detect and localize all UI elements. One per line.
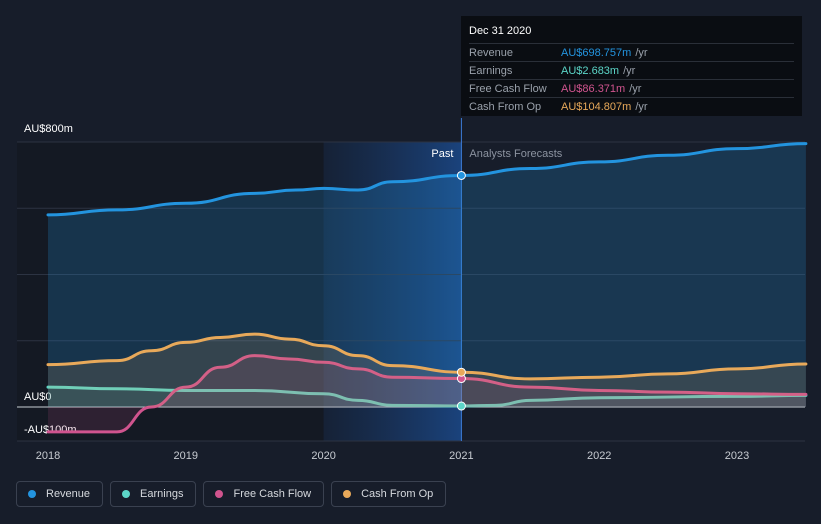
series-line-revenue	[46, 142, 808, 217]
y-axis-label: AU$800m	[24, 123, 73, 135]
tooltip-row-earnings: Earnings AU$2.683m /yr	[469, 61, 794, 79]
series-area-cash-from-op	[48, 334, 806, 407]
tooltip-row-cash-from-op: Cash From Op AU$104.807m /yr	[469, 97, 794, 115]
tooltip-value: AU$698.757m	[561, 46, 632, 59]
tooltip-unit: /yr	[629, 82, 642, 95]
legend-dot-icon	[28, 490, 36, 498]
highlight-band	[323, 142, 462, 441]
legend-item-cash-from-op[interactable]: Cash From Op	[331, 481, 447, 507]
tooltip-value: AU$86.371m	[561, 82, 626, 95]
x-tick-label: 2018	[36, 450, 60, 462]
tooltip-value: AU$2.683m	[561, 64, 620, 77]
series-area-free-cash-flow	[48, 355, 806, 432]
marker-revenue	[456, 170, 466, 180]
legend-label: Cash From Op	[361, 488, 434, 500]
series-area-earnings	[48, 387, 806, 407]
tooltip-label: Cash From Op	[469, 100, 542, 113]
series-area-revenue	[48, 143, 806, 407]
tooltip-label: Earnings	[469, 64, 513, 77]
past-label: Past	[431, 148, 453, 160]
tooltip-row-free-cash-flow: Free Cash Flow AU$86.371m /yr	[469, 79, 794, 97]
legend-label: Revenue	[46, 488, 91, 500]
legend-label: Free Cash Flow	[233, 488, 312, 500]
x-tick-label: 2020	[311, 450, 335, 462]
tooltip-label: Free Cash Flow	[469, 82, 547, 95]
tooltip-unit: /yr	[623, 64, 636, 77]
tooltip-value: AU$104.807m	[561, 100, 632, 113]
tooltip: Dec 31 2020 Revenue AU$698.757m /yr Earn…	[461, 16, 802, 116]
legend-item-earnings[interactable]: Earnings	[110, 481, 197, 507]
legend: Revenue Earnings Free Cash Flow Cash Fro…	[16, 481, 447, 507]
legend-dot-icon	[343, 490, 352, 498]
legend-dot-icon	[215, 490, 224, 498]
marker-earnings	[456, 401, 466, 411]
series-line-cash-from-op	[46, 332, 808, 381]
x-tick-label: 2022	[587, 450, 611, 462]
tooltip-unit: /yr	[635, 100, 648, 113]
tooltip-date: Dec 31 2020	[469, 25, 532, 37]
legend-item-free-cash-flow[interactable]: Free Cash Flow	[203, 481, 325, 507]
y-axis-label: AU$0	[24, 391, 52, 403]
legend-item-revenue[interactable]: Revenue	[16, 481, 104, 507]
marker-cash-from-op	[456, 367, 466, 377]
tooltip-label: Revenue	[469, 46, 514, 59]
x-tick-label: 2023	[725, 450, 749, 462]
x-tick-label: 2019	[174, 450, 198, 462]
tooltip-row-revenue: Revenue AU$698.757m /yr	[469, 43, 794, 61]
forecast-label: Analysts Forecasts	[469, 148, 562, 160]
series-line-earnings	[46, 385, 808, 408]
series-line-free-cash-flow	[46, 354, 808, 434]
legend-label: Earnings	[140, 488, 184, 500]
legend-dot-icon	[122, 490, 131, 498]
x-tick-label: 2021	[449, 450, 473, 462]
tooltip-unit: /yr	[635, 46, 648, 59]
